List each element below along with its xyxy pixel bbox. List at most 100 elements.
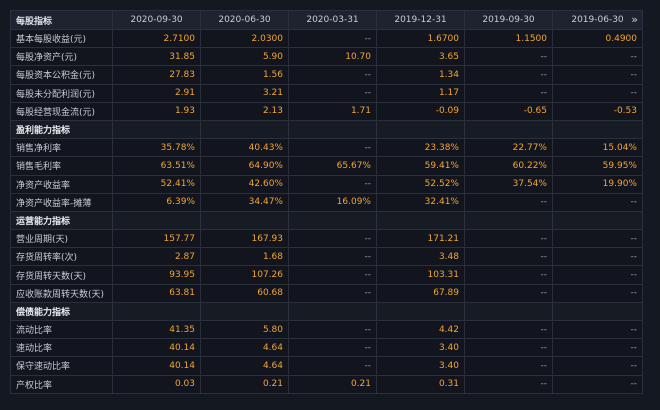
- value-cell: --: [464, 229, 553, 249]
- value-cell: --: [288, 319, 377, 340]
- section-spacer-cell: [464, 119, 553, 140]
- value-cell: 59.41%: [376, 156, 465, 176]
- value-cell: 0.31: [376, 374, 465, 394]
- section-spacer-cell: [112, 210, 201, 231]
- value-cell: 2.7100: [112, 28, 201, 49]
- value-cell: --: [288, 338, 377, 358]
- value-cell: 40.43%: [200, 138, 289, 158]
- value-cell: 171.21: [376, 229, 465, 249]
- value-cell: 52.52%: [376, 174, 465, 194]
- value-cell: 167.93: [200, 229, 289, 249]
- value-cell: 65.67%: [288, 156, 377, 176]
- value-cell: 1.1500: [464, 28, 553, 49]
- table-row: 每股经营现金流(元) 1.93 2.13 1.71 -0.09 -0.65 -0.53: [10, 101, 643, 121]
- table-row: 基本每股收益(元) 2.7100 2.0300 -- 1.6700 1.1500 0.490…: [10, 28, 643, 49]
- row-label: 速动比率: [10, 338, 113, 358]
- value-cell: 27.83: [112, 65, 201, 85]
- value-cell: 40.14: [112, 356, 201, 376]
- section-spacer-cell: [288, 119, 377, 140]
- section-spacer-cell: [200, 210, 289, 231]
- value-cell: --: [552, 374, 643, 394]
- header-date-6[interactable]: 2019-06-30: [571, 15, 624, 25]
- double-chevron-right-icon[interactable]: »: [631, 13, 638, 26]
- value-cell: -0.09: [376, 101, 465, 121]
- header-date-5[interactable]: 2019-09-30: [464, 10, 553, 30]
- row-label: 产权比率: [10, 374, 113, 394]
- value-cell: 15.04%: [552, 138, 643, 158]
- value-cell: --: [288, 283, 377, 303]
- value-cell: --: [552, 356, 643, 376]
- section-spacer-cell: [552, 301, 643, 322]
- value-cell: --: [464, 338, 553, 358]
- value-cell: 37.54%: [464, 174, 553, 194]
- value-cell: 32.41%: [376, 192, 465, 212]
- value-cell: --: [464, 192, 553, 212]
- row-label: 流动比率: [10, 319, 113, 340]
- value-cell: --: [288, 83, 377, 103]
- section-spacer-cell: [464, 210, 553, 231]
- value-cell: 10.70: [288, 47, 377, 67]
- header-date-1[interactable]: 2020-09-30: [112, 10, 201, 30]
- value-cell: 2.87: [112, 247, 201, 267]
- value-cell: --: [552, 65, 643, 85]
- header-date-6-cell[interactable]: 2019-06-30 »: [552, 10, 643, 30]
- value-cell: --: [464, 247, 553, 267]
- value-cell: --: [552, 247, 643, 267]
- header-date-2[interactable]: 2020-06-30: [200, 10, 289, 30]
- value-cell: 0.03: [112, 374, 201, 394]
- table-body: 基本每股收益(元) 2.7100 2.0300 -- 1.6700 1.1500 0.490…: [10, 28, 643, 394]
- value-cell: 2.0300: [200, 28, 289, 49]
- row-label: 每股净资产(元): [10, 47, 113, 67]
- value-cell: --: [464, 356, 553, 376]
- row-label: 净资产收益率-摊薄: [10, 192, 113, 212]
- value-cell: 4.64: [200, 356, 289, 376]
- row-label: 每股资本公积金(元): [10, 65, 113, 85]
- row-label: 每股未分配利润(元): [10, 83, 113, 103]
- value-cell: --: [464, 47, 553, 67]
- section-title: 盈利能力指标: [10, 119, 113, 140]
- value-cell: --: [552, 83, 643, 103]
- value-cell: 2.13: [200, 101, 289, 121]
- value-cell: 103.31: [376, 265, 465, 285]
- table-header: 每股指标 2020-09-30 2020-06-30 2020-03-31 20…: [10, 10, 643, 30]
- table-row: 每股净资产(元) 31.85 5.90 10.70 3.65 -- --: [10, 47, 643, 67]
- value-cell: --: [552, 192, 643, 212]
- value-cell: 19.90%: [552, 174, 643, 194]
- table-row: 每股未分配利润(元) 2.91 3.21 -- 1.17 -- --: [10, 83, 643, 103]
- row-label: 存货周转天数(天): [10, 265, 113, 285]
- value-cell: 63.81: [112, 283, 201, 303]
- value-cell: 1.71: [288, 101, 377, 121]
- row-label: 存货周转率(次): [10, 247, 113, 267]
- value-cell: 3.65: [376, 47, 465, 67]
- value-cell: --: [552, 265, 643, 285]
- value-cell: --: [464, 83, 553, 103]
- value-cell: 93.95: [112, 265, 201, 285]
- row-label: 基本每股收益(元): [10, 28, 113, 49]
- table-row: 销售毛利率 63.51% 64.90% 65.67% 59.41% 60.22% 59.95…: [10, 156, 643, 176]
- table-row: 产权比率 0.03 0.21 0.21 0.31 -- --: [10, 374, 643, 394]
- value-cell: 0.21: [288, 374, 377, 394]
- header-date-4[interactable]: 2019-12-31: [376, 10, 465, 30]
- header-date-3[interactable]: 2020-03-31: [288, 10, 377, 30]
- value-cell: 6.39%: [112, 192, 201, 212]
- value-cell: 157.77: [112, 229, 201, 249]
- table-row: 存货周转天数(天) 93.95 107.26 -- 103.31 -- --: [10, 265, 643, 285]
- value-cell: 4.64: [200, 338, 289, 358]
- value-cell: --: [288, 65, 377, 85]
- value-cell: 42.60%: [200, 174, 289, 194]
- value-cell: 3.48: [376, 247, 465, 267]
- table-row: 每股资本公积金(元) 27.83 1.56 -- 1.34 -- --: [10, 65, 643, 85]
- value-cell: 1.6700: [376, 28, 465, 49]
- value-cell: 60.68: [200, 283, 289, 303]
- value-cell: 31.85: [112, 47, 201, 67]
- value-cell: 1.56: [200, 65, 289, 85]
- value-cell: --: [288, 356, 377, 376]
- value-cell: 52.41%: [112, 174, 201, 194]
- row-label: 销售净利率: [10, 138, 113, 158]
- value-cell: 0.21: [200, 374, 289, 394]
- section-header-row: 盈利能力指标: [10, 119, 643, 140]
- row-label: 营业周期(天): [10, 229, 113, 249]
- value-cell: 60.22%: [464, 156, 553, 176]
- value-cell: 1.34: [376, 65, 465, 85]
- section-spacer-cell: [112, 301, 201, 322]
